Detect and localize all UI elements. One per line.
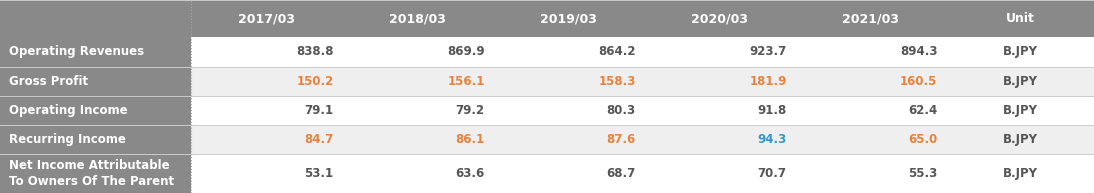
Text: 2021/03: 2021/03 bbox=[842, 12, 899, 25]
Text: 2018/03: 2018/03 bbox=[389, 12, 446, 25]
Text: 94.3: 94.3 bbox=[757, 133, 787, 146]
Text: 838.8: 838.8 bbox=[296, 46, 334, 58]
Text: Operating Revenues: Operating Revenues bbox=[9, 46, 144, 58]
Text: 156.1: 156.1 bbox=[447, 74, 485, 88]
Text: 91.8: 91.8 bbox=[757, 104, 787, 117]
Bar bbox=[0, 154, 191, 193]
Text: 65.0: 65.0 bbox=[908, 133, 938, 146]
Text: 55.3: 55.3 bbox=[908, 167, 938, 180]
Text: B.JPY: B.JPY bbox=[1003, 74, 1037, 88]
Text: B.JPY: B.JPY bbox=[1003, 167, 1037, 180]
Text: 79.2: 79.2 bbox=[455, 104, 485, 117]
Text: 2017/03: 2017/03 bbox=[238, 12, 295, 25]
Bar bbox=[0, 0, 1094, 37]
Bar bbox=[191, 154, 1094, 193]
Text: 181.9: 181.9 bbox=[749, 74, 787, 88]
Text: B.JPY: B.JPY bbox=[1003, 104, 1037, 117]
Text: Gross Profit: Gross Profit bbox=[9, 74, 88, 88]
Text: Recurring Income: Recurring Income bbox=[9, 133, 126, 146]
Text: 2020/03: 2020/03 bbox=[691, 12, 748, 25]
Text: 79.1: 79.1 bbox=[304, 104, 334, 117]
Text: B.JPY: B.JPY bbox=[1003, 133, 1037, 146]
Text: 87.6: 87.6 bbox=[606, 133, 636, 146]
Text: 86.1: 86.1 bbox=[455, 133, 485, 146]
Text: 2019/03: 2019/03 bbox=[540, 12, 597, 25]
Bar bbox=[0, 37, 191, 67]
Text: 53.1: 53.1 bbox=[304, 167, 334, 180]
Text: 84.7: 84.7 bbox=[304, 133, 334, 146]
Text: 158.3: 158.3 bbox=[598, 74, 636, 88]
Text: Operating Income: Operating Income bbox=[9, 104, 127, 117]
Bar bbox=[191, 125, 1094, 154]
Text: 68.7: 68.7 bbox=[606, 167, 636, 180]
Text: Unit: Unit bbox=[1005, 12, 1035, 25]
Bar bbox=[0, 125, 191, 154]
Bar bbox=[191, 67, 1094, 96]
Bar bbox=[191, 96, 1094, 125]
Text: 63.6: 63.6 bbox=[455, 167, 485, 180]
Text: 894.3: 894.3 bbox=[900, 46, 938, 58]
Text: 160.5: 160.5 bbox=[900, 74, 938, 88]
Text: 869.9: 869.9 bbox=[447, 46, 485, 58]
Text: 62.4: 62.4 bbox=[908, 104, 938, 117]
Bar bbox=[191, 37, 1094, 67]
Text: B.JPY: B.JPY bbox=[1003, 46, 1037, 58]
Bar bbox=[0, 96, 191, 125]
Bar bbox=[0, 67, 191, 96]
Text: 150.2: 150.2 bbox=[296, 74, 334, 88]
Text: Net Income Attributable
To Owners Of The Parent: Net Income Attributable To Owners Of The… bbox=[9, 159, 174, 188]
Text: 70.7: 70.7 bbox=[757, 167, 787, 180]
Text: 923.7: 923.7 bbox=[749, 46, 787, 58]
Text: 80.3: 80.3 bbox=[606, 104, 636, 117]
Text: 864.2: 864.2 bbox=[598, 46, 636, 58]
